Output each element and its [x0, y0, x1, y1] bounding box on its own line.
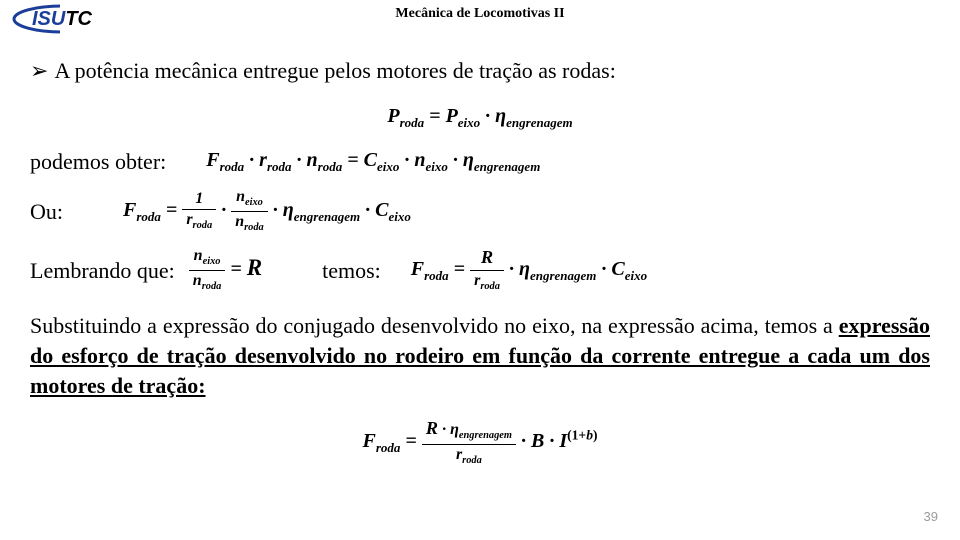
row-lembrando: Lembrando que: neixonroda = R temos: Fro… [30, 248, 930, 293]
slide-content: ➢A potência mecânica entregue pelos moto… [0, 58, 960, 467]
equation-2: Froda · rroda · nroda = Ceixo · neixo · … [206, 149, 540, 175]
equation-6: Froda = R · ηengrenagem rroda · B · I(1+… [30, 419, 930, 467]
paragraph: Substituindo a expressão do conjugado de… [30, 311, 930, 400]
label-lembrando: Lembrando que: [30, 258, 175, 284]
row-ou: Ou: Froda = 1rroda · neixonroda · ηengre… [30, 189, 930, 234]
bullet-line: ➢A potência mecânica entregue pelos moto… [30, 58, 930, 84]
equation-1: Proda = Peixo · ηengrenagem [30, 102, 930, 131]
equation-4: neixonroda = R [189, 248, 262, 293]
label-podemos: podemos obter: [30, 149, 166, 175]
label-temos: temos: [322, 258, 381, 284]
header: ISUTC Mecânica de Locomotivas II [0, 0, 960, 40]
page-header-title: Mecânica de Locomotivas II [0, 6, 960, 22]
bullet-text: A potência mecânica entregue pelos motor… [54, 58, 615, 83]
para-plain: Substituindo a expressão do conjugado de… [30, 313, 839, 338]
page-number: 39 [924, 509, 938, 524]
equation-5: Froda = Rrroda · ηengrenagem · Ceixo [411, 248, 647, 293]
equation-3: Froda = 1rroda · neixonroda · ηengrenage… [123, 189, 411, 234]
label-ou: Ou: [30, 199, 63, 225]
row-podemos: podemos obter: Froda · rroda · nroda = C… [30, 149, 930, 175]
bullet-arrow-icon: ➢ [30, 58, 48, 83]
